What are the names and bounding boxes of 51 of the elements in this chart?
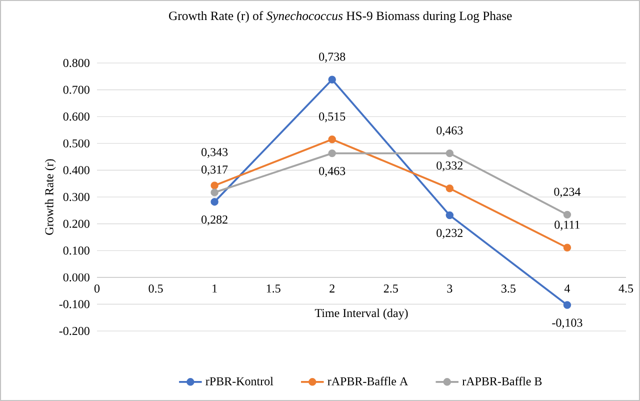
data-label: 0,111 bbox=[554, 220, 580, 230]
point bbox=[210, 182, 218, 190]
legend-label: rAPBR-Baffle B bbox=[462, 376, 542, 386]
chart-title: Growth Rate (r) of Synechococcus HS-9 Biomass during Log Phase bbox=[169, 11, 512, 23]
y-tick-label: -0.100 bbox=[59, 300, 90, 308]
y-tick-label: 0.200 bbox=[63, 220, 90, 228]
y-tick-label: 0.700 bbox=[63, 86, 90, 94]
y-tick-label: 0.400 bbox=[63, 166, 90, 174]
x-tick-label: 2.5 bbox=[384, 284, 398, 293]
point bbox=[446, 184, 454, 192]
legend-label: rAPBR-Baffle A bbox=[328, 376, 408, 386]
x-tick-label: 1 bbox=[212, 284, 217, 292]
point bbox=[563, 301, 572, 309]
x-axis-title: Time Interval (day) bbox=[314, 308, 408, 320]
point bbox=[563, 210, 572, 219]
data-label: 0,317 bbox=[202, 165, 228, 176]
x-tick-label: 0.5 bbox=[148, 284, 163, 293]
data-label: 0,463 bbox=[319, 166, 346, 177]
x-tick-label: 3.5 bbox=[502, 284, 516, 293]
x-tick-label: 2 bbox=[330, 284, 334, 292]
point bbox=[563, 244, 572, 252]
data-label: 0,738 bbox=[319, 52, 346, 62]
point bbox=[210, 188, 218, 196]
point bbox=[446, 211, 454, 220]
data-label: 0,343 bbox=[202, 148, 228, 158]
x-tick-label: 4.5 bbox=[618, 284, 634, 293]
y-axis-title: Growth Rate (r) bbox=[44, 159, 56, 235]
x-tick-label: 3 bbox=[447, 284, 452, 293]
x-tick-label: 0 bbox=[94, 284, 100, 293]
point bbox=[446, 149, 454, 158]
x-tick-label: 4 bbox=[564, 284, 570, 292]
y-tick-label: 0.800 bbox=[63, 58, 90, 68]
point bbox=[328, 136, 336, 144]
legend-label: rPBR-Kontrol bbox=[206, 376, 274, 386]
y-tick-label: 0.100 bbox=[63, 246, 90, 255]
point bbox=[328, 76, 336, 84]
data-label: 0,282 bbox=[202, 215, 228, 226]
y-tick-label: 0.600 bbox=[63, 112, 90, 121]
point bbox=[210, 198, 218, 206]
data-label: 0,463 bbox=[436, 126, 463, 136]
data-label: 0,234 bbox=[554, 188, 581, 198]
data-label: -0,103 bbox=[552, 318, 582, 328]
y-tick-label: -0.200 bbox=[59, 326, 90, 336]
data-label: 0,232 bbox=[436, 228, 462, 239]
point bbox=[328, 149, 336, 158]
data-label: 0,515 bbox=[319, 112, 346, 122]
x-tick-label: 1.5 bbox=[266, 284, 280, 293]
data-label: 0,332 bbox=[436, 161, 462, 172]
y-tick-label: 0.500 bbox=[63, 139, 90, 148]
y-tick-label: 0.300 bbox=[63, 192, 90, 202]
y-tick-label: 0.000 bbox=[63, 273, 90, 282]
